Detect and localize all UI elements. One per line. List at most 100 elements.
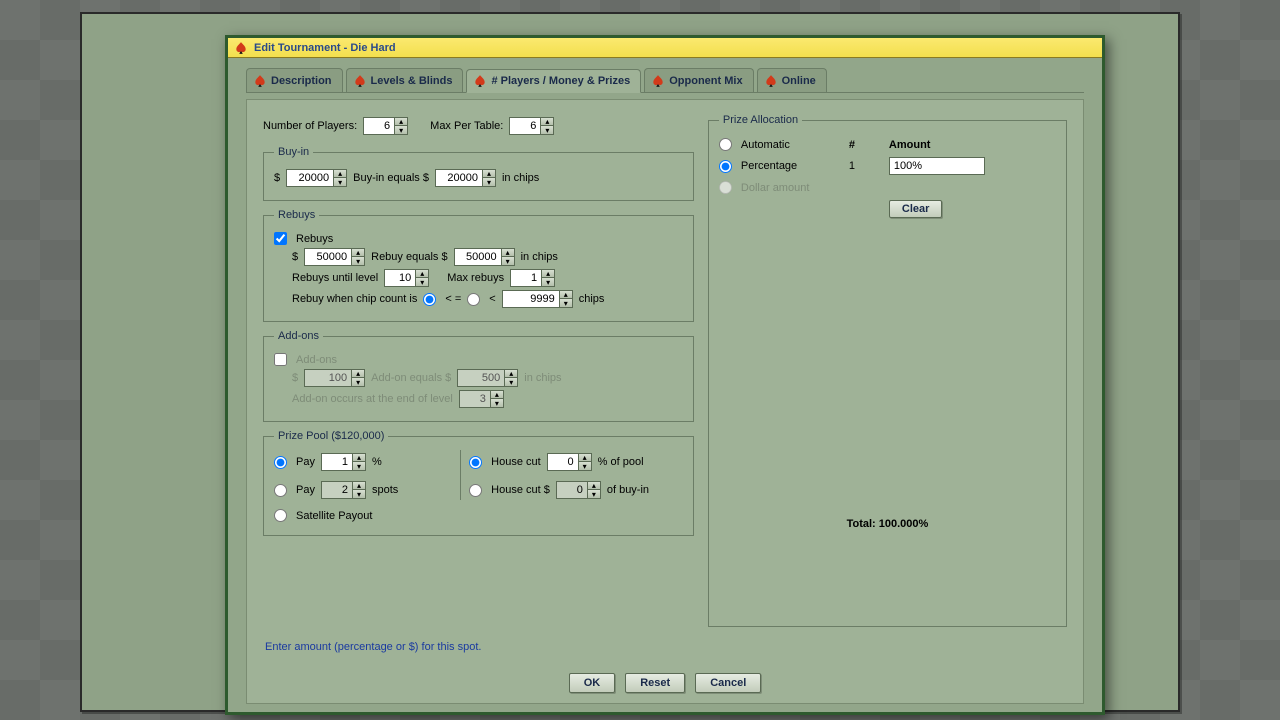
tab-levels[interactable]: Levels & Blinds bbox=[346, 68, 464, 92]
addon-chips-input bbox=[458, 370, 504, 386]
addons-checkbox[interactable] bbox=[274, 353, 287, 366]
addon-amount-input bbox=[305, 370, 351, 386]
prize-pool-group: Prize Pool ($120,000) Pay ▴▾ % Pay ▴▾ sp… bbox=[263, 430, 694, 536]
addon-level-input bbox=[460, 391, 490, 407]
spinner-up[interactable]: ▴ bbox=[395, 118, 407, 126]
spinner-down: ▾ bbox=[491, 399, 503, 407]
max-per-table-label: Max Per Table: bbox=[430, 120, 503, 132]
spinner-up[interactable]: ▴ bbox=[353, 454, 365, 462]
spinner-up[interactable]: ▴ bbox=[502, 249, 514, 257]
house-pct-input[interactable] bbox=[548, 454, 578, 470]
spinner-up: ▴ bbox=[505, 370, 517, 378]
pay-spots-input[interactable] bbox=[322, 482, 352, 498]
clear-button[interactable]: Clear bbox=[889, 200, 943, 218]
spinner-down[interactable]: ▾ bbox=[542, 278, 554, 286]
spinner-up[interactable]: ▴ bbox=[416, 270, 428, 278]
house-dollar-radio[interactable] bbox=[469, 484, 482, 497]
buyin-chips-field: ▴▾ bbox=[435, 169, 496, 187]
num-players-field: ▴▾ bbox=[363, 117, 408, 135]
spinner-down[interactable]: ▾ bbox=[579, 462, 591, 470]
spinner-down[interactable]: ▾ bbox=[353, 490, 365, 498]
spinner-down[interactable]: ▾ bbox=[416, 278, 428, 286]
spinner-down[interactable]: ▾ bbox=[395, 126, 407, 134]
spinner-up: ▴ bbox=[352, 370, 364, 378]
spinner-up[interactable]: ▴ bbox=[352, 249, 364, 257]
spinner-down: ▾ bbox=[505, 378, 517, 386]
spinner-up[interactable]: ▴ bbox=[541, 118, 553, 126]
rebuys-checkbox[interactable] bbox=[274, 232, 287, 245]
rebuy-lt-radio[interactable] bbox=[467, 293, 480, 306]
spinner-up[interactable]: ▴ bbox=[334, 170, 346, 178]
prize-allocation-group: Prize Allocation Automatic # Amount Perc… bbox=[708, 114, 1067, 627]
spinner-up[interactable]: ▴ bbox=[542, 270, 554, 278]
tab-bar: Description Levels & Blinds # Players / … bbox=[246, 68, 1084, 93]
addon-chips-field: ▴▾ bbox=[457, 369, 518, 387]
buyin-amount-input[interactable] bbox=[287, 170, 333, 186]
pay-spots-radio[interactable] bbox=[274, 484, 287, 497]
spinner-down: ▾ bbox=[352, 378, 364, 386]
ok-button[interactable]: OK bbox=[569, 673, 616, 693]
house-pct-radio[interactable] bbox=[469, 456, 482, 469]
pay-spots-field: ▴▾ bbox=[321, 481, 366, 499]
tab-online[interactable]: Online bbox=[757, 68, 827, 92]
prize-amount-header: Amount bbox=[889, 139, 1056, 151]
pay-pct-radio[interactable] bbox=[274, 456, 287, 469]
spinner-up[interactable]: ▴ bbox=[483, 170, 495, 178]
num-players-label: Number of Players: bbox=[263, 120, 357, 132]
rebuy-chips-input[interactable] bbox=[455, 249, 501, 265]
rebuy-lte-radio[interactable] bbox=[423, 293, 436, 306]
buyin-legend: Buy-in bbox=[274, 146, 313, 158]
rebuy-threshold-field: ▴▾ bbox=[502, 290, 573, 308]
prize-allocation-legend: Prize Allocation bbox=[719, 114, 802, 126]
spinner-down[interactable]: ▾ bbox=[560, 299, 572, 307]
spade-icon bbox=[473, 74, 487, 88]
spinner-down[interactable]: ▾ bbox=[334, 178, 346, 186]
hint-text: Enter amount (percentage or $) for this … bbox=[265, 641, 1067, 653]
prize-total: Total: 100.000% bbox=[719, 518, 1056, 530]
prize-amount-input[interactable] bbox=[889, 157, 985, 175]
spinner-up[interactable]: ▴ bbox=[560, 291, 572, 299]
spade-icon bbox=[764, 74, 778, 88]
spinner-down[interactable]: ▾ bbox=[588, 490, 600, 498]
house-dollar-field: ▴▾ bbox=[556, 481, 601, 499]
spinner-down[interactable]: ▾ bbox=[483, 178, 495, 186]
addon-level-field: ▴▾ bbox=[459, 390, 504, 408]
spinner-down[interactable]: ▾ bbox=[352, 257, 364, 265]
buyin-chips-input[interactable] bbox=[436, 170, 482, 186]
prize-pool-legend: Prize Pool ($120,000) bbox=[274, 430, 388, 442]
rebuys-until-input[interactable] bbox=[385, 270, 415, 286]
percentage-radio[interactable] bbox=[719, 160, 732, 173]
max-per-table-field: ▴▾ bbox=[509, 117, 554, 135]
spinner-up[interactable]: ▴ bbox=[353, 482, 365, 490]
reset-button[interactable]: Reset bbox=[625, 673, 685, 693]
tab-players-money[interactable]: # Players / Money & Prizes bbox=[466, 69, 641, 93]
rebuy-chips-field: ▴▾ bbox=[454, 248, 515, 266]
tab-description[interactable]: Description bbox=[246, 68, 343, 92]
house-pct-field: ▴▾ bbox=[547, 453, 592, 471]
rebuy-amount-field: ▴▾ bbox=[304, 248, 365, 266]
addons-legend: Add-ons bbox=[274, 330, 323, 342]
dialog-buttons: OK Reset Cancel bbox=[263, 661, 1067, 693]
spinner-down[interactable]: ▾ bbox=[353, 462, 365, 470]
tab-opponent-mix[interactable]: Opponent Mix bbox=[644, 68, 753, 92]
max-per-table-input[interactable] bbox=[510, 118, 540, 134]
house-dollar-input[interactable] bbox=[557, 482, 587, 498]
spinner-up[interactable]: ▴ bbox=[579, 454, 591, 462]
prize-hash-header: # bbox=[849, 139, 879, 151]
rebuy-threshold-input[interactable] bbox=[503, 291, 559, 307]
rebuy-amount-input[interactable] bbox=[305, 249, 351, 265]
pay-pct-input[interactable] bbox=[322, 454, 352, 470]
dollar-amount-radio bbox=[719, 181, 732, 194]
edit-tournament-dialog: Edit Tournament - Die Hard Description L… bbox=[225, 35, 1105, 715]
num-players-input[interactable] bbox=[364, 118, 394, 134]
satellite-radio[interactable] bbox=[274, 509, 287, 522]
max-rebuys-input[interactable] bbox=[511, 270, 541, 286]
spinner-down[interactable]: ▾ bbox=[502, 257, 514, 265]
automatic-radio[interactable] bbox=[719, 138, 732, 151]
spinner-up[interactable]: ▴ bbox=[588, 482, 600, 490]
buyin-amount-field: ▴▾ bbox=[286, 169, 347, 187]
rebuys-until-field: ▴▾ bbox=[384, 269, 429, 287]
cancel-button[interactable]: Cancel bbox=[695, 673, 761, 693]
spade-icon bbox=[651, 74, 665, 88]
spinner-down[interactable]: ▾ bbox=[541, 126, 553, 134]
